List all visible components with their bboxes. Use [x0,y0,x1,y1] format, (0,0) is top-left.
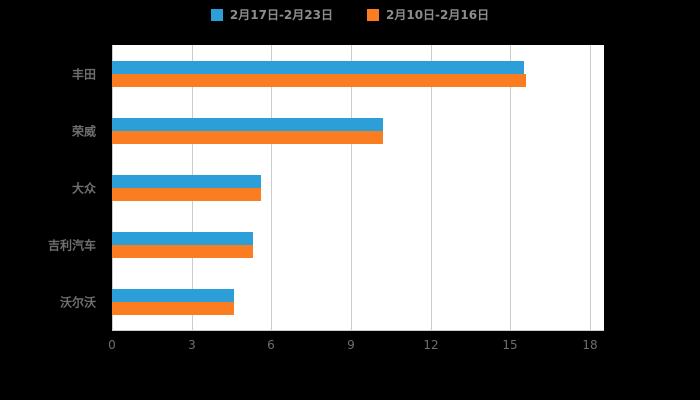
category-label: 吉利汽车 [47,238,96,253]
gridline [431,45,432,330]
bar-series1-吉利汽车 [112,245,253,258]
x-tick-label: 3 [188,338,196,352]
category-label: 大众 [71,181,96,196]
legend-item-week-feb10-16[interactable]: 2月10日-2月16日 [367,6,489,23]
legend-swatch-blue [210,8,223,21]
bar-series0-荣威 [112,118,383,131]
x-axis-tick-labels: 0 3 6 9 12 15 18 [0,338,700,354]
category-label: 沃尔沃 [59,295,96,310]
bar-series1-丰田 [112,74,526,87]
y-axis-category-labels: 丰田荣威大众吉利汽车沃尔沃 [0,0,104,400]
legend-label: 2月10日-2月16日 [386,8,490,22]
gridline [351,45,352,330]
gridline [510,45,511,330]
bar-series0-吉利汽车 [112,232,253,245]
legend-swatch-orange [367,8,379,21]
category-label: 荣威 [71,124,96,139]
legend: 2月17日-2月23日 2月10日-2月16日 [0,6,700,23]
bar-series0-丰田 [112,61,524,74]
bar-series1-沃尔沃 [112,302,234,315]
bar-series1-大众 [112,188,261,201]
category-label: 丰田 [71,67,96,82]
gridline [271,45,272,330]
x-tick-label: 18 [582,338,598,352]
bar-series0-大众 [112,175,261,188]
legend-label: 2月17日-2月23日 [229,8,333,22]
x-tick-label: 6 [267,338,275,352]
bar-series1-荣威 [112,131,383,144]
bar-series0-沃尔沃 [112,289,234,302]
x-tick-label: 0 [108,338,116,352]
x-tick-label: 12 [423,338,439,352]
gridline [590,45,591,330]
x-tick-label: 15 [502,338,518,352]
x-tick-label: 9 [347,338,355,352]
plot-area [112,45,604,331]
legend-item-week-feb17-23[interactable]: 2月17日-2月23日 [210,6,333,23]
